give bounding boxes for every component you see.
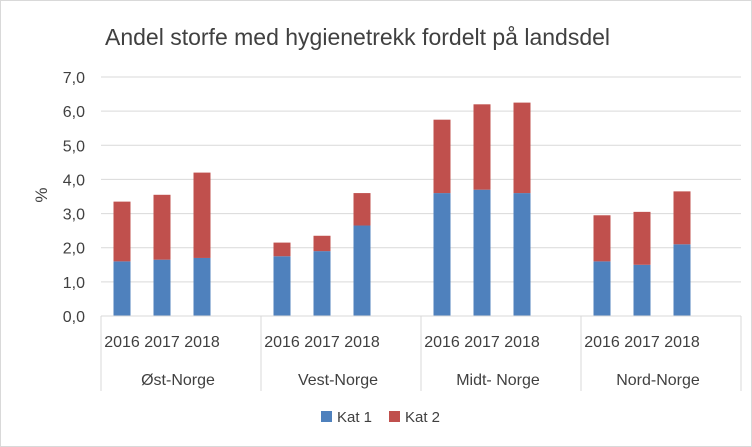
x-tick-label: 2016	[424, 334, 460, 351]
y-tick-label: 3,0	[63, 207, 85, 224]
bar-kat2	[473, 104, 491, 190]
legend: Kat 1 Kat 2	[321, 409, 440, 426]
y-axis: 0,0 1,0 2,0 3,0 4,0 5,0 6,0 7,0	[63, 70, 85, 326]
x-tick-label: 2016	[104, 334, 140, 351]
bar-kat2	[353, 193, 371, 226]
bar-kat2	[433, 119, 451, 194]
legend-swatch	[389, 411, 400, 422]
x-tick-label: 2016	[584, 334, 620, 351]
bar-kat2	[193, 172, 211, 258]
x-tick-label: 2017	[464, 334, 500, 351]
x-tick-label: 2016	[264, 334, 300, 351]
bar-kat2	[113, 201, 131, 262]
group-label: Midt- Norge	[456, 372, 540, 389]
y-tick-label: 1,0	[63, 275, 85, 292]
bar-kat1	[153, 259, 171, 316]
legend-label: Kat 2	[405, 409, 440, 426]
bar-kat2	[273, 242, 291, 257]
x-tick-label: 2017	[144, 334, 180, 351]
y-tick-label: 4,0	[63, 172, 85, 189]
bar-kat1	[673, 244, 691, 316]
bar-kat1	[313, 251, 331, 316]
bar-kat1	[593, 261, 611, 316]
bar-kat2	[153, 194, 171, 260]
x-tick-label: 2017	[304, 334, 340, 351]
x-tick-label: 2018	[504, 334, 540, 351]
bar-kat2	[513, 102, 531, 194]
bar-kat1	[353, 225, 371, 316]
bar-kat1	[513, 193, 531, 316]
x-tick-label: 2018	[344, 334, 380, 351]
bar-kat1	[113, 261, 131, 316]
x-tick-label: 2018	[664, 334, 700, 351]
bar-kat2	[673, 191, 691, 245]
group-label: Øst-Norge	[141, 372, 215, 389]
legend-swatch	[321, 411, 332, 422]
y-axis-label: %	[32, 187, 51, 202]
y-tick-label: 7,0	[63, 70, 85, 87]
chart-title: Andel storfe med hygienetrekk fordelt på…	[105, 24, 610, 50]
bars	[113, 102, 691, 316]
group-label: Vest-Norge	[298, 372, 378, 389]
bar-kat2	[313, 235, 331, 252]
y-tick-label: 6,0	[63, 104, 85, 121]
group-label: Nord-Norge	[616, 372, 700, 389]
legend-label: Kat 1	[337, 409, 372, 426]
bar-kat1	[193, 257, 211, 316]
bar-kat2	[633, 211, 651, 265]
y-tick-label: 5,0	[63, 138, 85, 155]
bar-kat1	[473, 189, 491, 316]
bar-kat1	[433, 193, 451, 316]
bar-kat1	[633, 264, 651, 316]
bar-kat2	[593, 215, 611, 262]
x-tick-label: 2018	[184, 334, 220, 351]
y-tick-label: 2,0	[63, 241, 85, 258]
bar-kat1	[273, 256, 291, 316]
x-tick-label: 2017	[624, 334, 660, 351]
y-tick-label: 0,0	[63, 309, 85, 326]
